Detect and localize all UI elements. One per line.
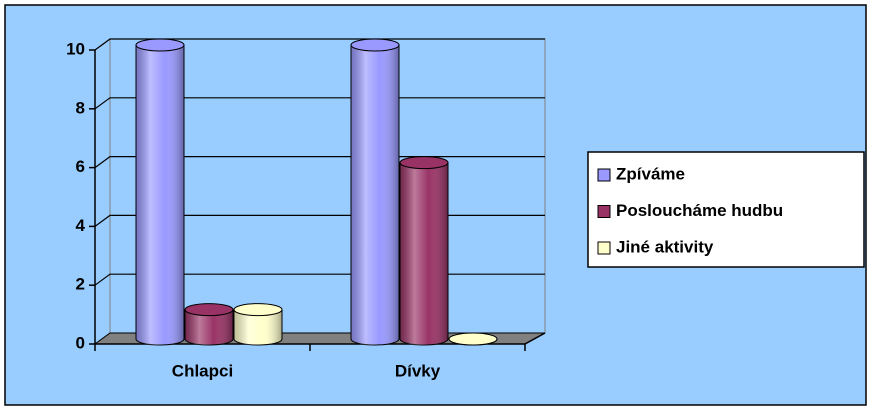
cylinder-top [184,303,234,317]
bars [135,38,498,346]
cylinder-shade [400,162,448,345]
y-tick-label: 6 [76,157,85,176]
x-tick-label: Dívky [395,361,441,380]
cylinder [448,332,498,346]
side-wall [94,38,111,345]
cylinder [399,156,449,346]
y-tick-label: 8 [76,98,85,117]
grid-line [94,38,545,51]
cylinder-shade [351,45,399,345]
cylinder-top [135,38,185,52]
cylinder-shade [234,309,282,345]
cylinder [233,303,283,346]
x-tick-label: Chlapci [172,361,233,380]
cylinder-top [399,156,449,170]
y-tick-label: 2 [76,275,85,294]
cylinder-top [448,332,498,346]
legend-swatch [597,241,611,255]
x-axis-depth [524,332,546,345]
grid-line [94,156,545,169]
cylinder [350,38,400,346]
legend-label: Jiné aktivity [616,237,714,256]
cylinder [135,38,185,346]
legend [587,151,865,268]
y-tick-label: 0 [76,333,85,352]
cylinder-shade [136,45,184,345]
cylinder-shade [185,309,233,345]
legend-label: Zpíváme [616,164,685,183]
grid-line [94,97,545,110]
y-tick-label: 10 [66,39,85,58]
legend-label: Posloucháme hudbu [616,201,783,220]
cylinder-top [233,303,283,317]
legend-swatch [597,168,611,182]
cylinder-top [350,38,400,52]
legend-swatch [597,205,611,218]
cylinder [184,303,234,346]
y-tick-label: 4 [76,216,86,235]
